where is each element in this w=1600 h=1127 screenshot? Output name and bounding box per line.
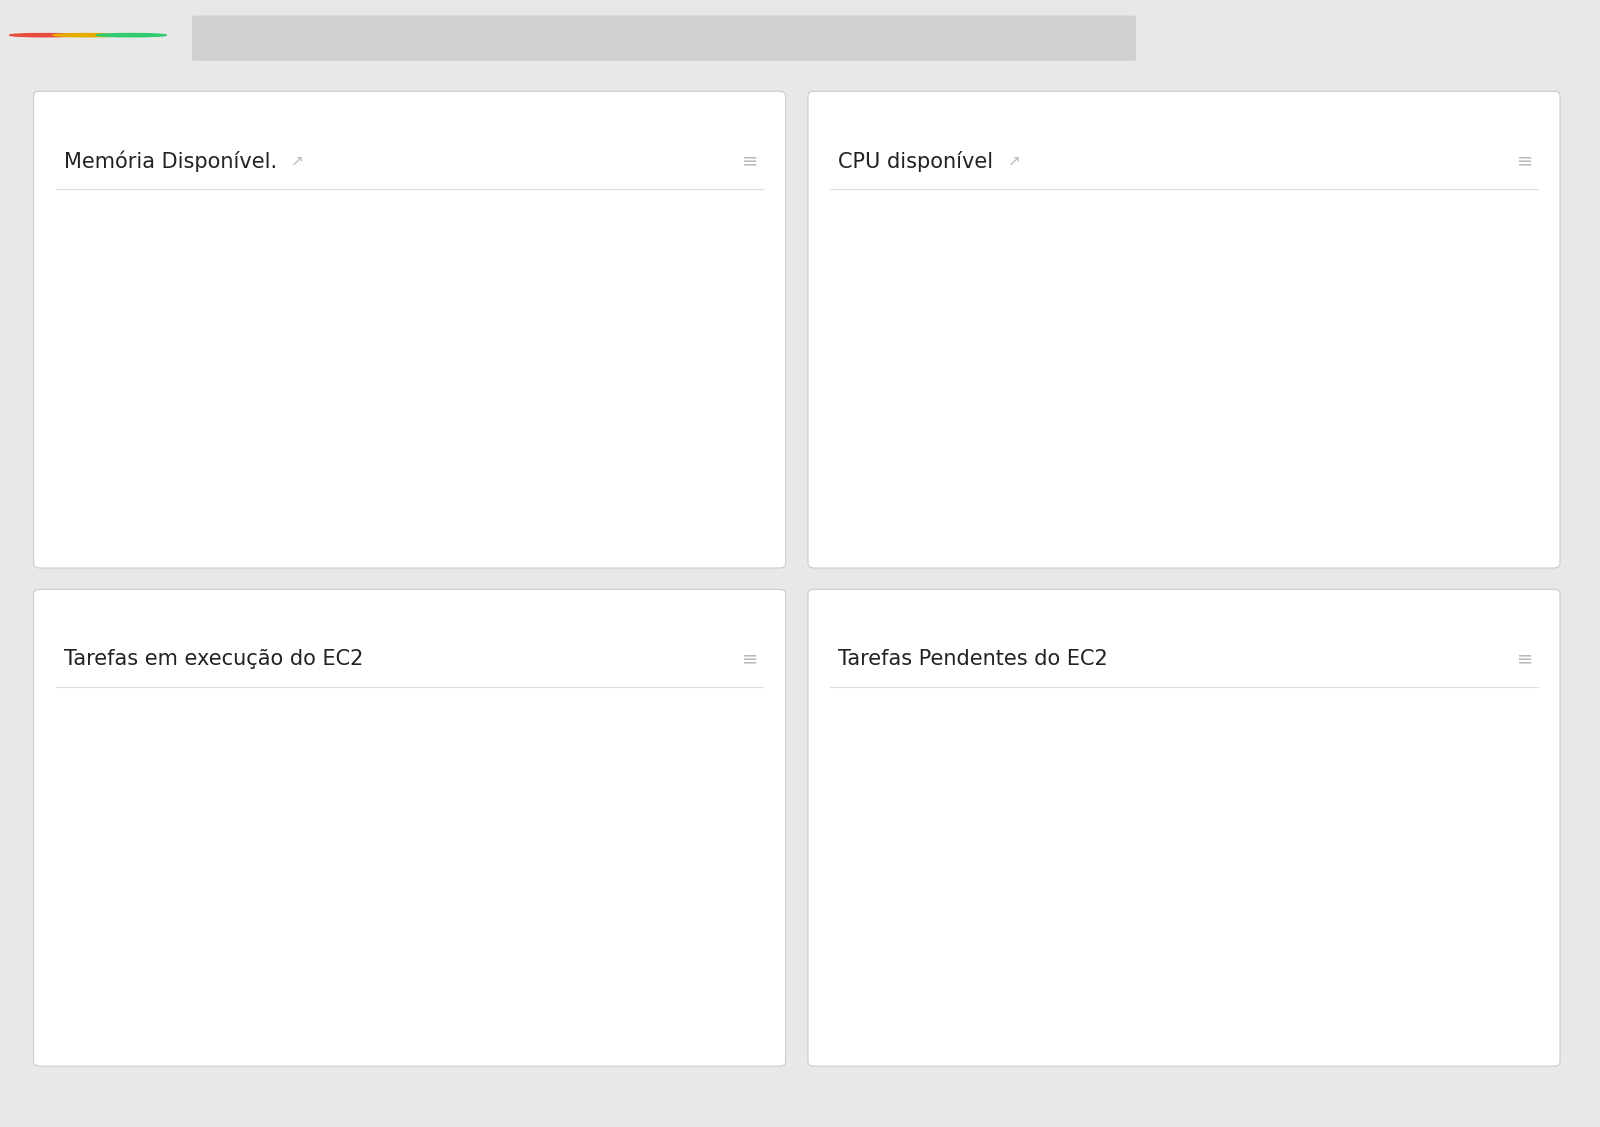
Y-axis label: Unidade: Unidade xyxy=(824,310,840,373)
Circle shape xyxy=(53,34,123,37)
Text: Tarefas em execução do EC2: Tarefas em execução do EC2 xyxy=(64,649,363,669)
Text: Tarefas Pendentes do EC2: Tarefas Pendentes do EC2 xyxy=(838,649,1109,669)
Y-axis label: Contar: Contar xyxy=(78,814,94,866)
Y-axis label: Contar: Contar xyxy=(853,814,869,866)
Text: ≡: ≡ xyxy=(742,152,758,171)
Y-axis label: MIB: MIB xyxy=(50,327,66,355)
Text: ↗: ↗ xyxy=(291,153,304,169)
Text: ≡: ≡ xyxy=(1517,650,1533,669)
Text: CPU disponível: CPU disponível xyxy=(838,151,994,171)
FancyBboxPatch shape xyxy=(192,16,1136,61)
Circle shape xyxy=(96,34,166,37)
Circle shape xyxy=(10,34,80,37)
Text: ↗: ↗ xyxy=(1008,153,1021,169)
Text: ≡: ≡ xyxy=(1517,152,1533,171)
Text: ≡: ≡ xyxy=(742,650,758,669)
Text: Memória Disponível.: Memória Disponível. xyxy=(64,151,277,172)
